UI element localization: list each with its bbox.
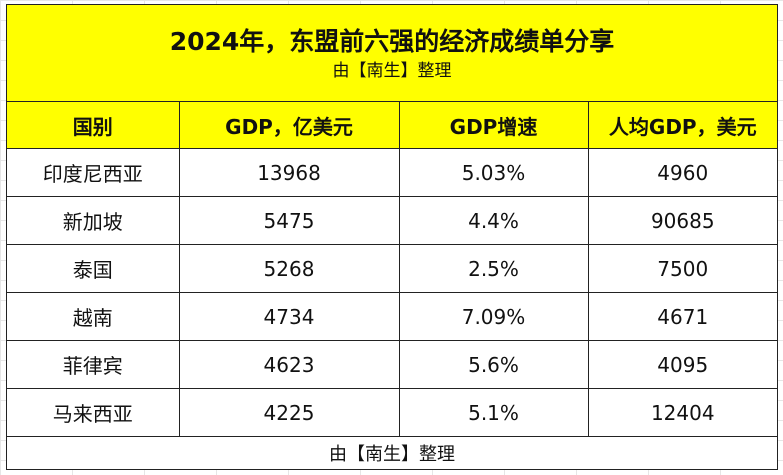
cell-growth: 4.4% [398, 196, 589, 245]
header-country: 国别 [7, 102, 180, 149]
cell-country: 印度尼西亚 [7, 148, 180, 197]
cell-growth: 2.5% [398, 244, 589, 293]
cell-gdp: 4623 [178, 340, 400, 389]
header-row: 国别 GDP，亿美元 GDP增速 人均GDP，美元 [7, 102, 777, 149]
cell-gdp: 4734 [178, 292, 400, 341]
table-row: 越南 4734 7.09% 4671 [7, 292, 777, 341]
footer-row: 由【南生】整理 [7, 436, 777, 469]
cell-gdp: 5475 [178, 196, 400, 245]
cell-per-capita: 4671 [587, 292, 777, 341]
cell-gdp: 4225 [178, 388, 400, 437]
cell-growth: 5.1% [398, 388, 589, 437]
table-row: 泰国 5268 2.5% 7500 [7, 244, 777, 293]
table-row: 菲律宾 4623 5.6% 4095 [7, 340, 777, 389]
cell-per-capita: 4095 [587, 340, 777, 389]
table-title: 2024年，东盟前六强的经济成绩单分享 [169, 27, 615, 56]
cell-per-capita: 7500 [587, 244, 777, 293]
cell-per-capita: 12404 [587, 388, 777, 437]
table-footer-credit: 由【南生】整理 [7, 436, 777, 469]
cell-growth: 7.09% [398, 292, 589, 341]
table-row: 新加坡 5475 4.4% 90685 [7, 196, 777, 245]
table-row: 印度尼西亚 13968 5.03% 4960 [7, 148, 777, 197]
cell-country: 新加坡 [7, 196, 180, 245]
cell-per-capita: 90685 [587, 196, 777, 245]
cell-country: 泰国 [7, 244, 180, 293]
cell-growth: 5.6% [398, 340, 589, 389]
table-subtitle: 由【南生】整理 [332, 61, 452, 81]
table-row: 马来西亚 4225 5.1% 12404 [7, 388, 777, 437]
cell-country: 马来西亚 [7, 388, 180, 437]
cell-per-capita: 4960 [587, 148, 777, 197]
cell-country: 越南 [7, 292, 180, 341]
cell-gdp: 5268 [178, 244, 400, 293]
header-gdp-per-capita: 人均GDP，美元 [587, 102, 777, 149]
gdp-table: 国别 GDP，亿美元 GDP增速 人均GDP，美元 印度尼西亚 13968 5.… [7, 102, 777, 469]
title-block: 2024年，东盟前六强的经济成绩单分享 由【南生】整理 [7, 5, 777, 102]
header-gdp: GDP，亿美元 [178, 102, 400, 149]
cell-gdp: 13968 [178, 148, 400, 197]
cell-country: 菲律宾 [7, 340, 180, 389]
cell-growth: 5.03% [398, 148, 589, 197]
gdp-table-sheet: 2024年，东盟前六强的经济成绩单分享 由【南生】整理 国别 GDP，亿美元 G… [6, 4, 778, 470]
header-gdp-growth: GDP增速 [398, 102, 589, 149]
